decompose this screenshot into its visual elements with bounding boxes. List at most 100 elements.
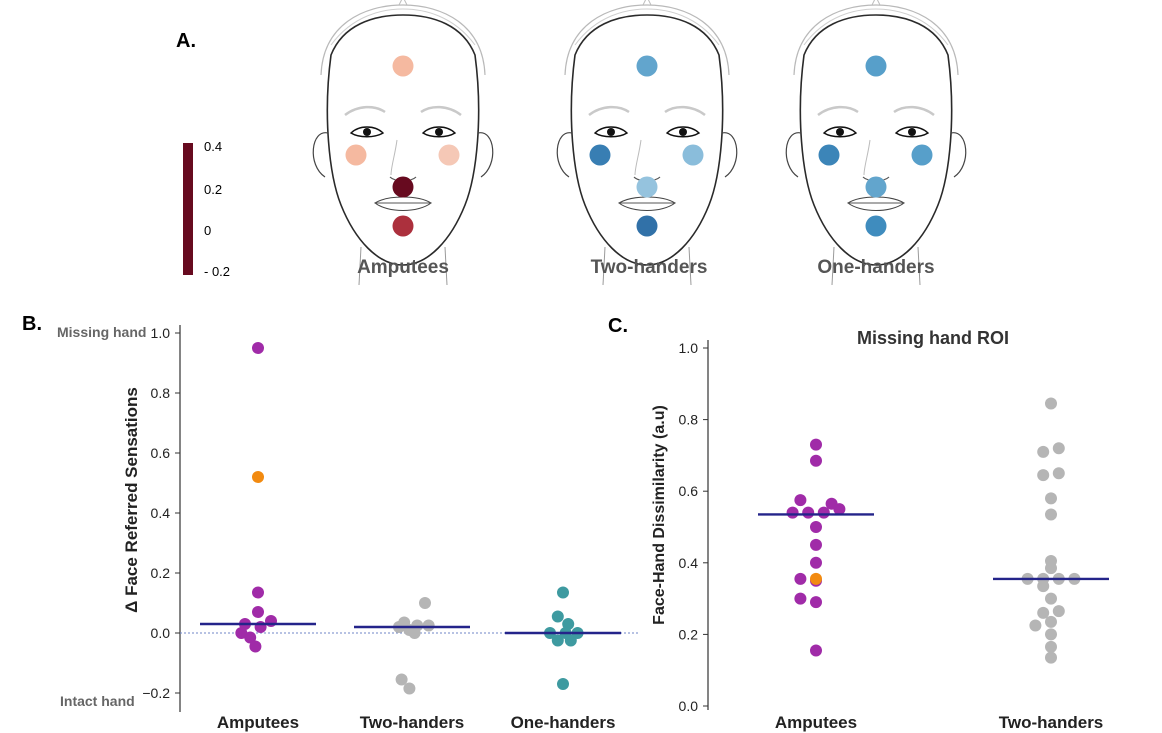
data-point — [794, 494, 807, 507]
y-tick-label: 0.0 — [151, 625, 171, 641]
data-point — [794, 592, 807, 605]
face-spot-forehead — [636, 55, 658, 77]
data-point — [1029, 619, 1042, 632]
face-spot-right-cheek — [438, 144, 460, 166]
data-point — [564, 634, 577, 647]
colorbar: 0.4 0.2 0 - 0.2 — [183, 139, 230, 279]
data-point — [1045, 397, 1057, 410]
panel-b-marks — [200, 342, 621, 695]
data-point — [1045, 592, 1057, 605]
data-point — [252, 606, 264, 618]
data-point — [252, 586, 264, 599]
data-point — [1045, 562, 1057, 575]
y-tick-label: 0.4 — [151, 505, 171, 521]
face-spot-chin — [392, 215, 414, 237]
y-tick-label: 1.0 — [679, 340, 699, 356]
data-point — [1045, 492, 1057, 505]
data-point — [1037, 606, 1050, 619]
x-category-label: Two-handers — [360, 713, 465, 732]
data-point — [551, 634, 564, 647]
y-tick-label: 0.6 — [151, 445, 171, 461]
face-label-one-handers: One-handers — [817, 257, 934, 278]
data-point — [1045, 628, 1057, 641]
face-spot-lip — [392, 176, 414, 198]
colorbar-label-min: - 0.2 — [204, 264, 230, 279]
colorbar-label-0-2: 0.2 — [204, 182, 222, 197]
data-point — [252, 342, 264, 354]
y-tick-label: 0.6 — [679, 483, 699, 499]
data-point — [794, 572, 807, 585]
data-point — [833, 503, 846, 516]
face-spot-chin — [636, 215, 658, 237]
x-category-label: Amputees — [217, 713, 299, 732]
panel-c-letter: C. — [608, 315, 628, 337]
face-spot-left-cheek — [345, 144, 367, 166]
face-amputees — [311, 0, 495, 287]
data-point — [810, 454, 822, 467]
data-point — [1052, 442, 1065, 455]
face-one-handers — [784, 0, 968, 287]
data-point — [1052, 467, 1065, 480]
data-point — [810, 538, 822, 551]
highlight-data-point — [810, 572, 822, 585]
data-point — [817, 506, 830, 519]
face-spot-right-cheek — [682, 144, 704, 166]
panel-b-y-axis-label: Δ Face Referred Sensations — [122, 387, 141, 613]
data-point — [1052, 605, 1065, 618]
panel-c-marks — [758, 397, 1109, 664]
panel-a-letter: A. — [176, 30, 196, 52]
data-point — [422, 619, 435, 632]
highlight-data-point — [252, 471, 264, 483]
y-tick-label: 0.4 — [679, 555, 699, 571]
face-spot-chin — [865, 215, 887, 237]
y-tick-label: −0.2 — [142, 685, 170, 701]
y-tick-label: 0.0 — [679, 698, 699, 714]
face-spot-left-cheek — [589, 144, 611, 166]
data-point — [1037, 580, 1050, 593]
panel-c-chart: C. Missing hand ROI Face-Hand Dissimilar… — [608, 315, 1109, 732]
y-tick-label: 0.2 — [151, 565, 171, 581]
panel-c-title: Missing hand ROI — [857, 328, 1009, 348]
panel-b-axes: −0.2 0.0 0.2 0.4 0.6 0.8 1.0 Amputees Two-hander… — [142, 325, 640, 732]
data-point — [1045, 640, 1057, 653]
data-point — [419, 597, 431, 609]
data-point — [810, 521, 822, 533]
missing-hand-annotation: Missing hand — [57, 324, 146, 340]
face-spot-forehead — [865, 55, 887, 77]
face-spot-lip — [636, 176, 658, 198]
data-point — [1037, 469, 1050, 482]
face-two-handers — [555, 0, 739, 287]
y-tick-label: 0.2 — [679, 626, 699, 642]
panel-a: A. 0.4 0.2 0 - 0.2 Amputees Two-handers … — [176, 0, 968, 287]
colorbar-label-zero: 0 — [204, 223, 211, 238]
data-point — [562, 618, 575, 630]
face-spot-lip — [865, 176, 887, 198]
data-point — [408, 627, 421, 639]
panel-c-y-axis-label: Face-Hand Dissimilarity (a.u) — [651, 405, 668, 625]
x-category-label: Two-handers — [999, 713, 1104, 732]
panel-b-letter: B. — [22, 313, 42, 335]
data-point — [403, 682, 416, 695]
data-point — [810, 438, 822, 451]
y-tick-label: 0.8 — [679, 412, 699, 428]
colorbar-label-max: 0.4 — [204, 139, 222, 154]
data-point — [1045, 508, 1057, 521]
panel-b-chart: B. Missing hand Intact hand Δ Face Refer… — [22, 313, 640, 732]
data-point — [810, 644, 822, 657]
face-spot-forehead — [392, 55, 414, 77]
data-point — [1045, 615, 1057, 628]
data-point — [249, 640, 262, 653]
face-spot-right-cheek — [911, 144, 933, 166]
data-point — [802, 506, 815, 519]
face-label-two-handers: Two-handers — [591, 257, 708, 278]
data-point — [786, 506, 799, 519]
intact-hand-annotation: Intact hand — [60, 693, 135, 709]
data-point — [810, 596, 822, 609]
y-tick-label: 1.0 — [151, 325, 171, 341]
face-spots-layer — [345, 55, 933, 237]
data-point — [557, 586, 569, 599]
colorbar-gradient — [183, 143, 193, 275]
data-point — [1037, 445, 1050, 458]
face-label-amputees: Amputees — [357, 257, 449, 278]
